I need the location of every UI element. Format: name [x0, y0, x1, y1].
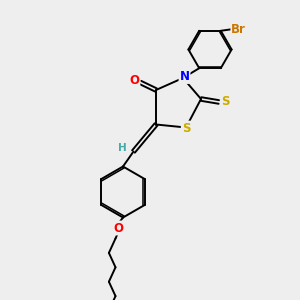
Text: H: H [118, 143, 127, 153]
Text: S: S [221, 95, 229, 109]
Text: S: S [182, 122, 190, 135]
Text: O: O [129, 74, 140, 88]
Text: Br: Br [231, 23, 246, 36]
Text: N: N [179, 70, 190, 83]
Text: O: O [113, 221, 124, 235]
